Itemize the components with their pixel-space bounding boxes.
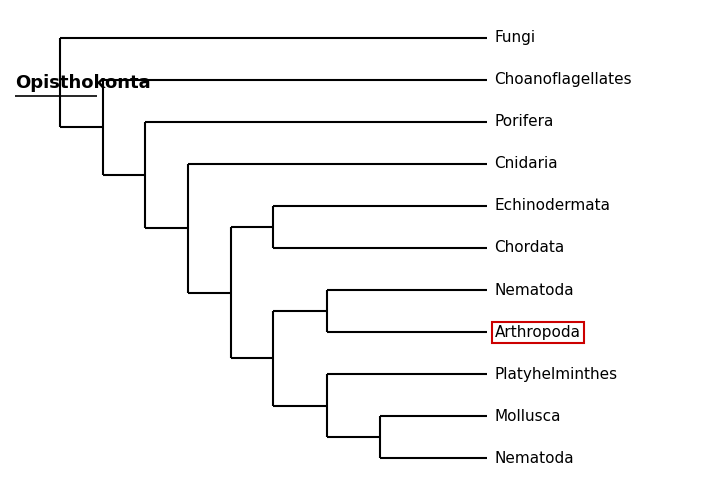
Text: Mollusca: Mollusca — [495, 409, 561, 424]
Text: Porifera: Porifera — [495, 115, 554, 129]
Text: Nematoda: Nematoda — [495, 451, 574, 466]
Text: Platyhelminthes: Platyhelminthes — [495, 367, 617, 381]
Text: Choanoflagellates: Choanoflagellates — [495, 72, 632, 87]
Text: Arthropoda: Arthropoda — [495, 324, 581, 340]
Text: Opisthokonta: Opisthokonta — [15, 73, 151, 92]
Text: Chordata: Chordata — [495, 241, 565, 255]
Text: Fungi: Fungi — [495, 30, 536, 45]
Text: Nematoda: Nematoda — [495, 283, 574, 298]
Text: Cnidaria: Cnidaria — [495, 156, 558, 172]
Text: Echinodermata: Echinodermata — [495, 198, 610, 213]
